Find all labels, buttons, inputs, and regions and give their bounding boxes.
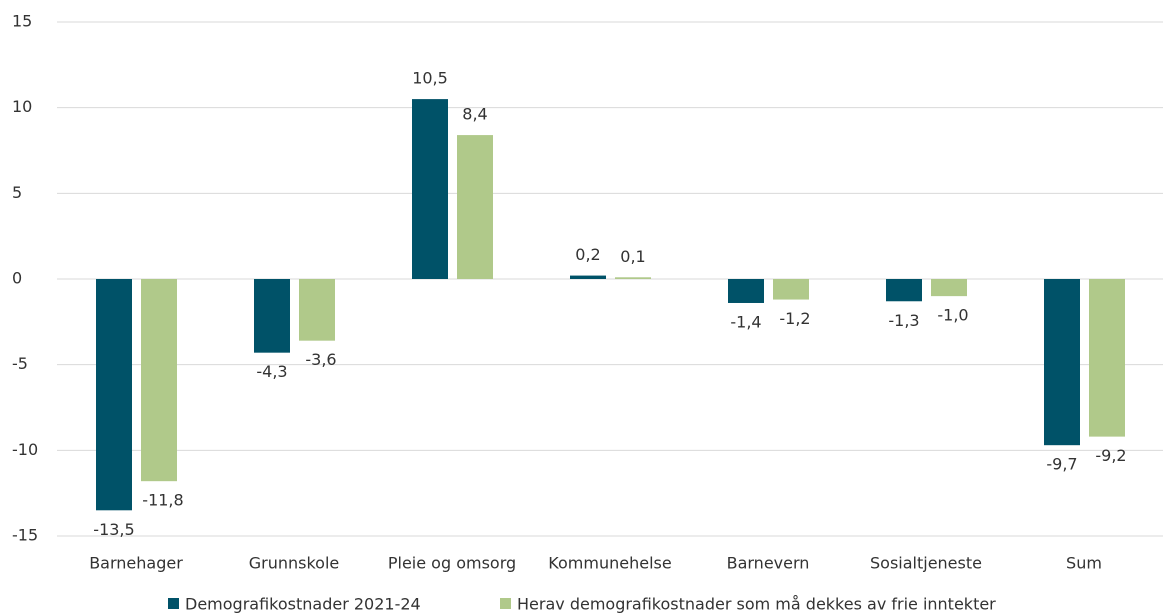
x-tick-label: Barnevern bbox=[727, 554, 810, 573]
bar bbox=[412, 99, 448, 279]
bar bbox=[299, 279, 335, 341]
bar bbox=[773, 279, 809, 300]
bar bbox=[1089, 279, 1125, 437]
data-label: -9,7 bbox=[1046, 455, 1077, 474]
bar bbox=[457, 135, 493, 279]
x-tick-label: Grunnskole bbox=[249, 554, 340, 573]
x-tick-label: Sum bbox=[1066, 554, 1102, 573]
y-tick-label: -15 bbox=[12, 526, 38, 545]
y-tick-label: -5 bbox=[12, 354, 28, 373]
x-tick-label: Kommunehelse bbox=[548, 554, 671, 573]
legend-swatch bbox=[168, 598, 179, 609]
data-label: -13,5 bbox=[93, 520, 134, 539]
data-label: -3,6 bbox=[305, 350, 336, 369]
bar bbox=[254, 279, 290, 353]
y-tick-label: 15 bbox=[12, 12, 32, 31]
bar bbox=[141, 279, 177, 482]
data-label: -1,2 bbox=[779, 309, 810, 328]
bar bbox=[886, 279, 922, 302]
data-label: 0,2 bbox=[575, 245, 600, 264]
bar bbox=[615, 277, 651, 279]
data-label: -11,8 bbox=[142, 491, 183, 510]
data-label: 8,4 bbox=[462, 105, 487, 124]
y-tick-label: 5 bbox=[12, 183, 22, 202]
y-tick-label: 0 bbox=[12, 269, 22, 288]
legend-swatch bbox=[500, 598, 511, 609]
legend-label: Demografikostnader 2021-24 bbox=[185, 595, 421, 614]
data-label: -1,0 bbox=[937, 306, 968, 325]
data-label: -9,2 bbox=[1095, 446, 1126, 465]
bar bbox=[1044, 279, 1080, 446]
bar bbox=[96, 279, 132, 511]
data-label: -1,4 bbox=[730, 312, 761, 331]
bar bbox=[931, 279, 967, 297]
x-tick-label: Pleie og omsorg bbox=[388, 554, 516, 573]
legend-label: Herav demografikostnader som må dekkes a… bbox=[517, 595, 996, 614]
data-label: -1,3 bbox=[888, 311, 919, 330]
x-tick-label: Barnehager bbox=[89, 554, 183, 573]
data-label: -4,3 bbox=[256, 362, 287, 381]
bar bbox=[728, 279, 764, 303]
bar bbox=[570, 275, 606, 279]
data-label: 0,1 bbox=[620, 247, 645, 266]
data-label: 10,5 bbox=[412, 69, 448, 88]
x-tick-label: Sosialtjeneste bbox=[870, 554, 982, 573]
y-tick-label: -10 bbox=[12, 440, 38, 459]
y-tick-label: 10 bbox=[12, 97, 32, 116]
